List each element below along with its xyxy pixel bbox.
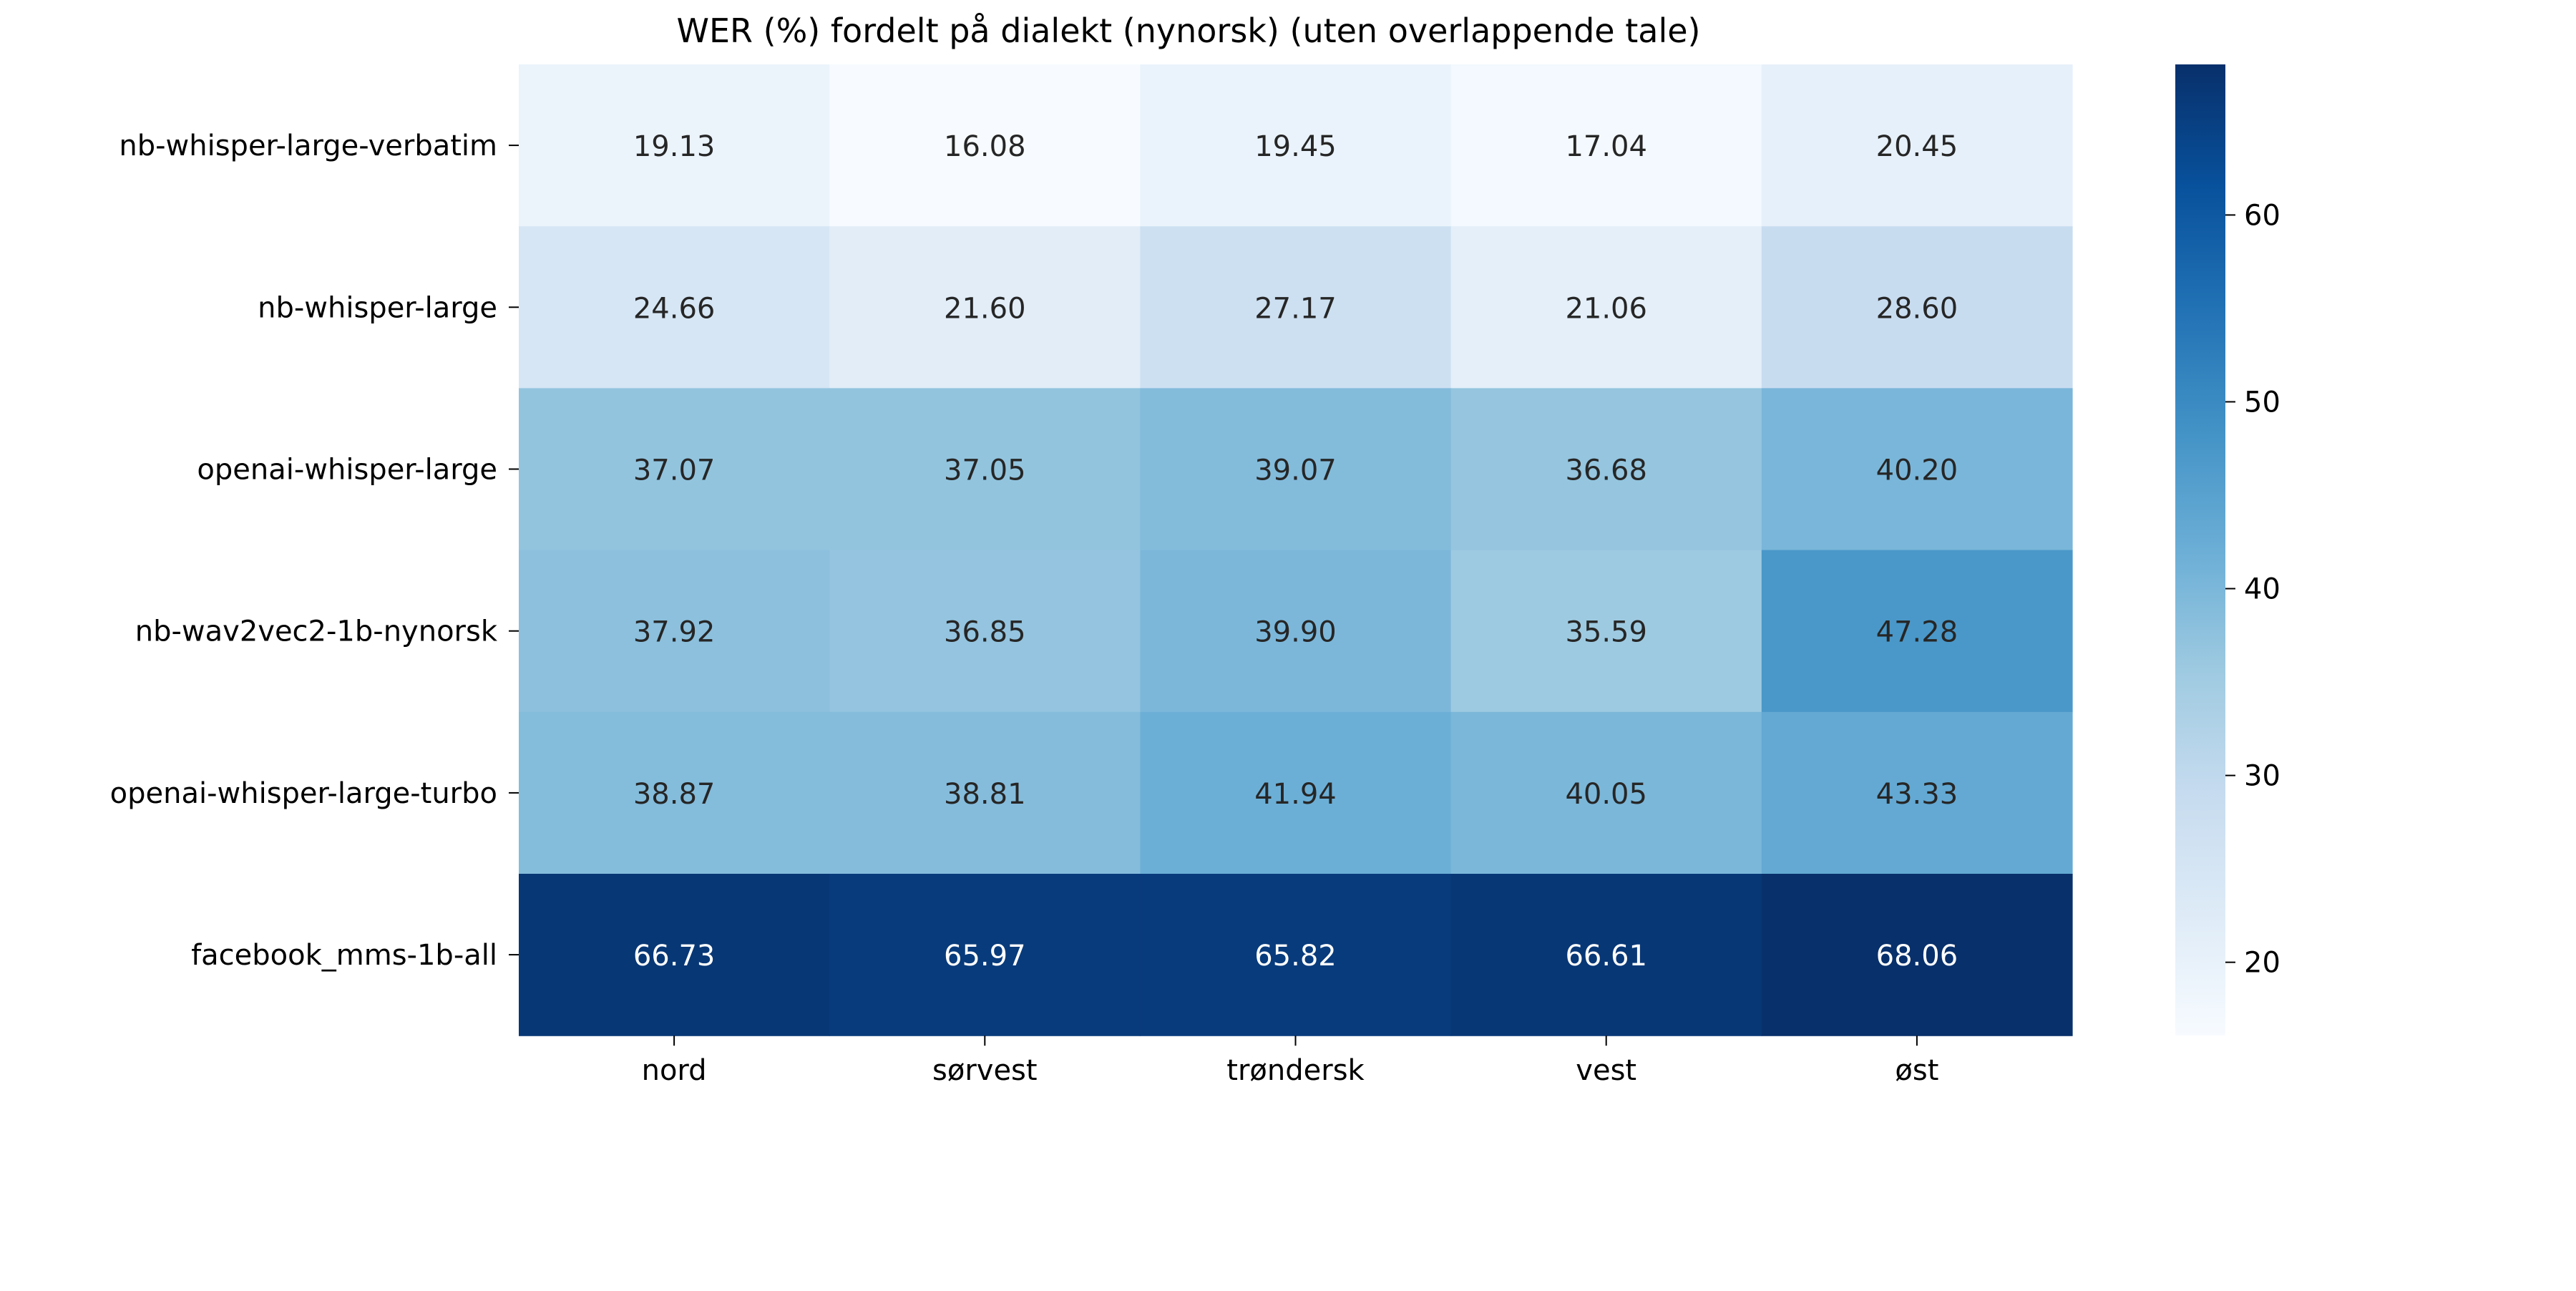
row-labels: nb-whisper-large-verbatim nb-whisper-larg…	[110, 130, 519, 972]
cell-value-label: 37.07	[633, 454, 716, 487]
x-tick-label: trøndersk	[1226, 1054, 1365, 1087]
colorbar: 20 30 40 50 60	[2175, 64, 2280, 1036]
heatmap-cell	[829, 711, 1141, 875]
heatmap-cell	[1450, 64, 1762, 227]
heatmap-cell	[1450, 226, 1762, 389]
heatmap-cell	[829, 874, 1141, 1036]
heatmap-cell	[829, 388, 1141, 551]
y-tick-label: nb-wav2vec2-1b-nynorsk	[135, 615, 498, 648]
colorbar-tick-label: 20	[2244, 947, 2280, 980]
cell-value-label: 38.87	[633, 778, 716, 811]
cell-value-label: 17.04	[1565, 130, 1647, 163]
y-tick-label: openai-whisper-large	[197, 454, 497, 487]
cell-value-label: 35.59	[1565, 616, 1647, 649]
cell-value-label: 36.85	[944, 616, 1026, 649]
x-tick-label: sørvest	[932, 1054, 1038, 1087]
column-labels: nord sørvest trøndersk vest øst	[642, 1036, 1938, 1087]
y-tick-label: facebook_mms-1b-all	[191, 939, 497, 972]
heatmap-cell	[519, 550, 830, 713]
heatmap-cell	[1761, 550, 2073, 713]
colorbar-tick-label: 60	[2244, 199, 2280, 232]
colorbar-tick-label: 50	[2244, 386, 2280, 419]
colorbar-tick-label: 30	[2244, 760, 2280, 793]
x-tick-label: vest	[1576, 1054, 1636, 1087]
cell-value-label: 24.66	[633, 292, 716, 325]
heatmap-cell	[1761, 874, 2073, 1036]
heatmap-cell	[1140, 711, 1452, 875]
heatmap-cell	[519, 874, 830, 1036]
heatmap-cell	[1140, 388, 1452, 551]
cell-value-label: 39.90	[1254, 616, 1337, 649]
cell-value-label: 28.60	[1876, 292, 1958, 325]
heatmap-cell	[1140, 64, 1452, 227]
heatmap-cell	[1450, 874, 1762, 1036]
heatmap-cell	[1761, 711, 2073, 875]
heatmap-cell	[1140, 550, 1452, 713]
cell-value-label: 37.92	[633, 616, 716, 649]
x-tick-label: øst	[1895, 1054, 1938, 1087]
colorbar-gradient	[2175, 64, 2225, 1036]
cell-value-label: 65.82	[1254, 940, 1337, 973]
cell-value-label: 21.06	[1565, 292, 1647, 325]
cell-value-label: 38.81	[944, 778, 1026, 811]
heatmap-cell	[1140, 874, 1452, 1036]
chart-title: WER (%) fordelt på dialekt (nynorsk) (ut…	[677, 11, 1701, 50]
cell-value-label: 36.68	[1565, 454, 1647, 487]
cell-value-label: 40.20	[1876, 454, 1958, 487]
heatmap-cell	[1761, 64, 2073, 227]
cell-value-label: 27.17	[1254, 292, 1337, 325]
y-tick-label: nb-whisper-large-verbatim	[119, 130, 497, 162]
cell-value-label: 37.05	[944, 454, 1026, 487]
heatmap-cell	[1761, 388, 2073, 551]
cell-value-label: 19.45	[1254, 130, 1337, 163]
colorbar-tick-label: 40	[2244, 573, 2280, 606]
heatmap-cell	[519, 711, 830, 875]
heatmap-cell	[1450, 388, 1762, 551]
cell-value-label: 43.33	[1876, 778, 1958, 811]
cell-value-label: 65.97	[944, 940, 1026, 973]
cell-value-label: 41.94	[1254, 778, 1337, 811]
heatmap-cell	[829, 226, 1141, 389]
heatmap-cell	[1450, 550, 1762, 713]
heatmap-cell	[829, 64, 1141, 227]
x-tick-label: nord	[642, 1054, 707, 1087]
heatmap-cell	[519, 388, 830, 551]
heatmap-cell	[1450, 711, 1762, 875]
cell-value-label: 21.60	[944, 292, 1026, 325]
heatmap-cell	[519, 226, 830, 389]
heatmap-cell	[519, 64, 830, 227]
heatmap-cell	[1761, 226, 2073, 389]
cell-value-label: 39.07	[1254, 454, 1337, 487]
cell-value-label: 40.05	[1565, 778, 1647, 811]
y-tick-label: nb-whisper-large	[258, 291, 497, 324]
heatmap-cell	[829, 550, 1141, 713]
cell-value-label: 68.06	[1876, 940, 1958, 973]
cell-value-label: 47.28	[1876, 616, 1958, 649]
cell-value-label: 66.61	[1565, 940, 1647, 973]
y-tick-label: openai-whisper-large-turbo	[110, 777, 497, 810]
cell-value-label: 16.08	[944, 130, 1026, 163]
heatmap-cell	[1140, 226, 1452, 389]
cell-value-label: 19.13	[633, 130, 716, 163]
cell-value-label: 20.45	[1876, 130, 1958, 163]
cell-value-label: 66.73	[633, 940, 716, 973]
heatmap-cells: 19.13 16.08 19.45 17.04 20.45 24.66 21.60 27.17…	[519, 64, 2073, 1036]
